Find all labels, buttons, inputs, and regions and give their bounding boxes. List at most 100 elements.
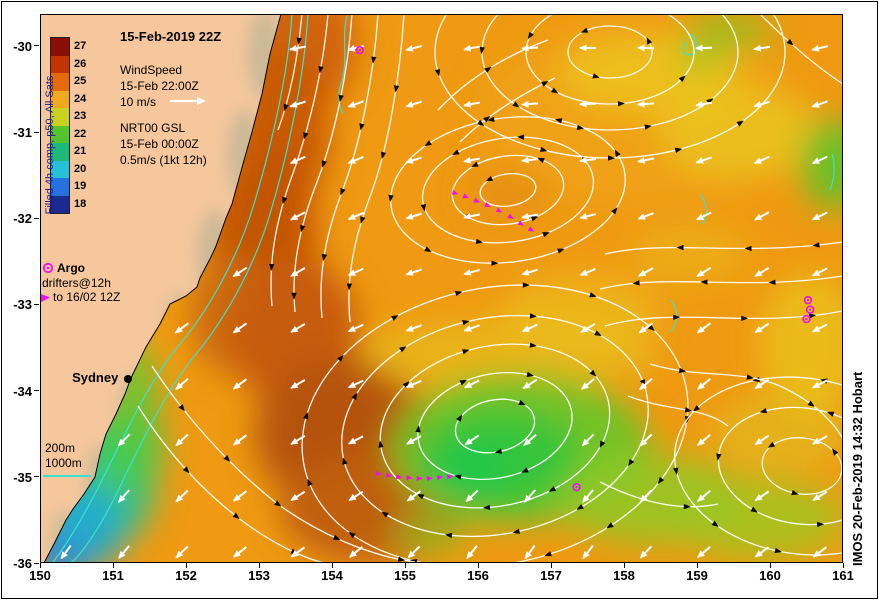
- wind-arrow-icon: [521, 323, 538, 333]
- current-arrow-icon: [678, 75, 686, 83]
- wind-arrow-icon: [290, 546, 306, 558]
- current-arrow-icon: [452, 149, 460, 156]
- wind-arrow-icon: [637, 212, 654, 220]
- current-arrow-icon: [178, 404, 185, 412]
- current-arrow-icon: [337, 354, 344, 362]
- wind-arrow-icon: [348, 490, 364, 502]
- city-dot: [124, 375, 133, 384]
- cold-eddy-south: [301, 282, 691, 570]
- current-arrow-icon: [831, 448, 839, 456]
- current-arrow-icon: [576, 124, 585, 131]
- colorbar-cell: [51, 73, 69, 91]
- lon-tick-label: 154: [321, 568, 343, 583]
- wind-arrow-icon: [117, 489, 131, 503]
- drifter-arrow-icon: [41, 294, 50, 302]
- current-arrow-icon: [381, 511, 389, 518]
- current-arrow-icon: [303, 412, 309, 420]
- wind-arrow-icon: [463, 156, 481, 164]
- current-arrow-icon: [456, 414, 463, 422]
- colorbar-tick-label: 22: [74, 127, 87, 140]
- wind-arrow-icon: [811, 323, 828, 333]
- wind-arrow-icon: [463, 44, 481, 52]
- wind-arrow-icon: [290, 435, 306, 445]
- current-arrow-icon: [750, 506, 758, 513]
- wind-arrow-icon: [405, 379, 422, 389]
- current-arrow-icon: [182, 466, 190, 474]
- wind-arrow-icon: [753, 100, 770, 108]
- argo-float-marker: [803, 295, 813, 305]
- current-arrow-icon: [388, 194, 394, 203]
- wind-arrow-icon: [349, 546, 363, 558]
- current-arrow-icon: [517, 134, 525, 140]
- current-arrow-icon: [371, 56, 377, 64]
- current-arrow-icon: [232, 512, 240, 520]
- drifter-track-arrow: [406, 475, 413, 481]
- drifter-track-arrow: [416, 475, 423, 482]
- current-arrow-icon: [348, 532, 356, 539]
- land: [40, 14, 281, 563]
- wind-arrow-icon: [811, 211, 828, 221]
- current-arrow-icon: [482, 504, 491, 511]
- wind-arrow-icon: [639, 545, 653, 559]
- wind-arrow-icon: [289, 100, 306, 108]
- current-arrow-icon: [599, 440, 606, 449]
- current-arrow-icon: [644, 124, 652, 130]
- wind-arrow-icon: [637, 44, 655, 52]
- current-arrow-icon: [606, 522, 614, 529]
- lon-tick-label: 153: [248, 568, 270, 583]
- wind-arrow-icon: [812, 435, 828, 445]
- current-arrow-icon: [300, 224, 306, 233]
- current-arrow-icon: [318, 66, 324, 74]
- lon-tick: [112, 563, 114, 568]
- wind-arrow-icon: [637, 100, 655, 108]
- current-arrow-icon: [360, 216, 366, 224]
- wind-arrow-icon: [175, 545, 189, 559]
- wind-arrow-icon: [522, 378, 538, 390]
- city-label: Sydney: [72, 370, 119, 386]
- lat-tick: [34, 303, 39, 305]
- wind-arrow-icon: [463, 268, 480, 276]
- argo-legend-line2: drifters@12h: [42, 276, 111, 290]
- wind-arrow-icon: [232, 266, 248, 278]
- wind-arrow-icon: [521, 100, 539, 108]
- current-arrow-icon: [592, 73, 600, 79]
- wind-arrow-icon: [290, 211, 306, 221]
- wind-arrow-icon: [639, 489, 653, 503]
- lon-tick-label: 157: [540, 568, 562, 583]
- current-arrow-icon: [321, 160, 327, 168]
- current-arrow-icon: [812, 242, 820, 248]
- lat-tick-label: -35: [13, 469, 32, 485]
- wind-arrow-icon: [695, 44, 713, 52]
- current-arrow-icon: [512, 528, 521, 534]
- lat-tick-label: -31: [13, 125, 32, 141]
- current-arrow-icon: [611, 207, 618, 215]
- current-arrow-icon: [444, 532, 453, 539]
- plot-border: [40, 14, 843, 563]
- wind-arrow-icon: [638, 267, 654, 277]
- wind-arrow-icon: [696, 322, 712, 334]
- current-arrow-icon: [491, 260, 499, 266]
- current-arrow-icon: [393, 85, 400, 93]
- current-arrow-icon: [580, 27, 589, 33]
- current-arrow-icon: [741, 315, 749, 322]
- current-arrow-icon: [296, 37, 302, 45]
- current-arrow-icon: [471, 161, 479, 168]
- lon-tick: [39, 563, 41, 568]
- current-arrow-icon: [674, 147, 683, 153]
- wind-arrow-icon: [464, 434, 480, 446]
- drifter-track-arrow: [436, 475, 444, 481]
- current-arrow-icon: [537, 157, 545, 164]
- current-arrow-icon: [359, 123, 365, 131]
- current-arrow-icon: [589, 292, 597, 298]
- wind-arrow-icon: [347, 100, 364, 108]
- current-arrow-icon: [539, 146, 548, 152]
- wind-arrow-icon: [232, 546, 247, 558]
- wind-arrow-icon: [754, 434, 770, 446]
- wind-arrow-icon: [232, 490, 247, 502]
- map-plot-area: 27 26 25 24 23 22 21 20 19 18 Filled 4h comp, p50…: [25, 0, 879, 579]
- current-arrow-icon: [692, 405, 701, 412]
- current-arrow-icon: [378, 440, 384, 448]
- wind-arrow-icon: [753, 44, 771, 52]
- lon-tick: [477, 563, 479, 568]
- wind-arrow-icon: [521, 156, 539, 164]
